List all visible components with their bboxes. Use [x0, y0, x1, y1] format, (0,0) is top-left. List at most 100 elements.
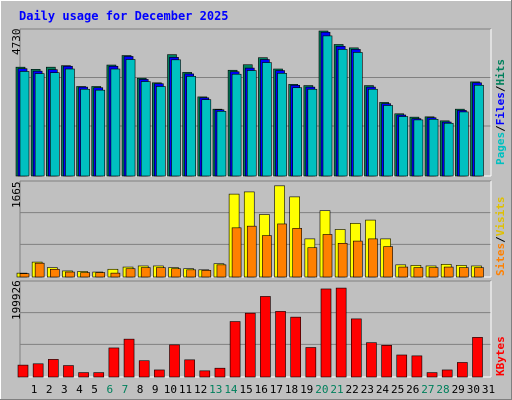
visits-legend: Sites/Visits: [494, 197, 507, 277]
x-axis-day-label: 13: [209, 383, 222, 396]
kbytes-bar: [108, 347, 120, 378]
x-axis-day-label: 5: [91, 383, 98, 396]
x-axis-day-label: 11: [179, 383, 192, 396]
kbytes-bar: [214, 367, 226, 378]
x-axis-day-label: 31: [482, 383, 495, 396]
x-axis-day-label: 7: [122, 383, 129, 396]
pages-bar: [34, 73, 45, 177]
kbytes-bar: [472, 337, 483, 378]
sites-bar: [337, 242, 348, 278]
x-axis-day-label: 25: [391, 383, 404, 396]
kbytes-bar: [63, 365, 74, 378]
x-axis-day-label: 4: [76, 383, 83, 396]
kbytes-bar: [93, 372, 105, 378]
chart-title: Daily usage for December 2025: [19, 9, 229, 23]
x-axis-day-label: 18: [285, 383, 298, 396]
legend-files: Files: [494, 92, 507, 125]
legend-pages: Pages: [494, 132, 507, 165]
pages-bar: [428, 118, 439, 177]
pages-bar: [140, 81, 151, 177]
pages-bar: [186, 76, 196, 177]
x-axis-day-label: 24: [376, 383, 390, 396]
kbytes-bar: [199, 370, 211, 378]
pages-bar: [171, 59, 181, 177]
kbytes-bar: [138, 360, 150, 378]
sites-bar: [65, 271, 75, 278]
kbytes-bar: [335, 287, 347, 378]
pages-bar: [352, 52, 363, 177]
pages-bar: [474, 84, 484, 177]
hits-legend: Pages/Files/Hits: [494, 59, 507, 165]
sites-bar: [428, 267, 439, 278]
sites-bar: [246, 225, 257, 278]
pages-bar: [459, 111, 469, 177]
visits-axis-max-label: 1665: [10, 182, 23, 209]
x-axis-day-label: 27: [421, 383, 434, 396]
sites-bar: [262, 235, 272, 278]
x-axis-day-label: 12: [194, 383, 207, 396]
kbytes-bar: [169, 344, 180, 378]
sites-bar: [474, 267, 484, 278]
x-axis-day-label: 22: [346, 383, 359, 396]
x-axis-day-label: 29: [452, 383, 465, 396]
legend-separator: /: [494, 125, 507, 132]
sites-bar: [19, 273, 30, 278]
kbytes-bar: [47, 359, 59, 378]
pages-bar: [125, 59, 136, 177]
sites-bar: [322, 234, 333, 278]
pages-bar: [216, 111, 227, 177]
legend-kbytes: KBytes: [494, 336, 507, 376]
kbytes-bar: [290, 316, 302, 378]
sites-bar: [368, 238, 378, 278]
x-axis-day-label: 14: [224, 383, 238, 396]
kbytes-axis-max-label: 199926: [10, 280, 23, 320]
x-axis-day-label: 20: [315, 383, 328, 396]
x-axis-day-label: 9: [152, 383, 159, 396]
kbytes-bar: [411, 355, 423, 378]
pages-bar: [292, 87, 303, 177]
kbytes-panel: [17, 280, 492, 378]
pages-bar: [49, 72, 60, 177]
legend-sites: Sites: [494, 243, 507, 276]
kbytes-bar: [366, 342, 377, 378]
legend-separator: /: [494, 85, 507, 92]
pages-bar: [277, 73, 287, 177]
x-axis-day-label: 1: [31, 383, 38, 396]
sites-bar: [231, 227, 242, 278]
pages-bar: [246, 70, 257, 177]
x-axis-day-label: 26: [406, 383, 419, 396]
sites-bar: [292, 228, 303, 278]
kbytes-bar: [275, 311, 286, 378]
pages-bar: [368, 88, 378, 177]
sites-bar: [413, 267, 424, 278]
kbytes-bar: [154, 369, 165, 378]
x-axis-day-label: 30: [467, 383, 480, 396]
hits-files-pages-panel: [15, 28, 492, 177]
kbytes-bar: [17, 364, 29, 378]
x-axis-day-label: 21: [330, 383, 343, 396]
sites-bar: [277, 223, 287, 278]
pages-bar: [383, 105, 393, 177]
kbytes-bar: [457, 362, 468, 378]
kbytes-bar: [381, 345, 392, 378]
kbytes-bar: [260, 296, 271, 378]
sites-bar: [125, 268, 136, 278]
x-axis-day-label: 15: [239, 383, 252, 396]
sites-bar: [171, 268, 181, 278]
kbytes-bar: [229, 321, 241, 378]
sites-bar: [216, 264, 227, 278]
kbytes-bar: [305, 347, 317, 378]
x-axis-day-labels: 1 2 3 4 5 6 7 8 9 10 11 12 13 14 15 16 17 18 19 20 21 22 23 24 2…: [31, 383, 495, 396]
pages-bar: [65, 68, 75, 177]
pages-bar: [110, 68, 121, 177]
x-axis-day-label: 2: [46, 383, 53, 396]
sites-bar: [307, 247, 318, 278]
sites-bar: [201, 270, 212, 278]
x-axis-day-label: 19: [300, 383, 313, 396]
sites-bar: [80, 272, 90, 278]
sites-bar: [49, 268, 60, 278]
x-axis-day-label: 6: [106, 383, 113, 396]
pages-bar: [156, 86, 166, 177]
pages-bar: [231, 73, 242, 177]
